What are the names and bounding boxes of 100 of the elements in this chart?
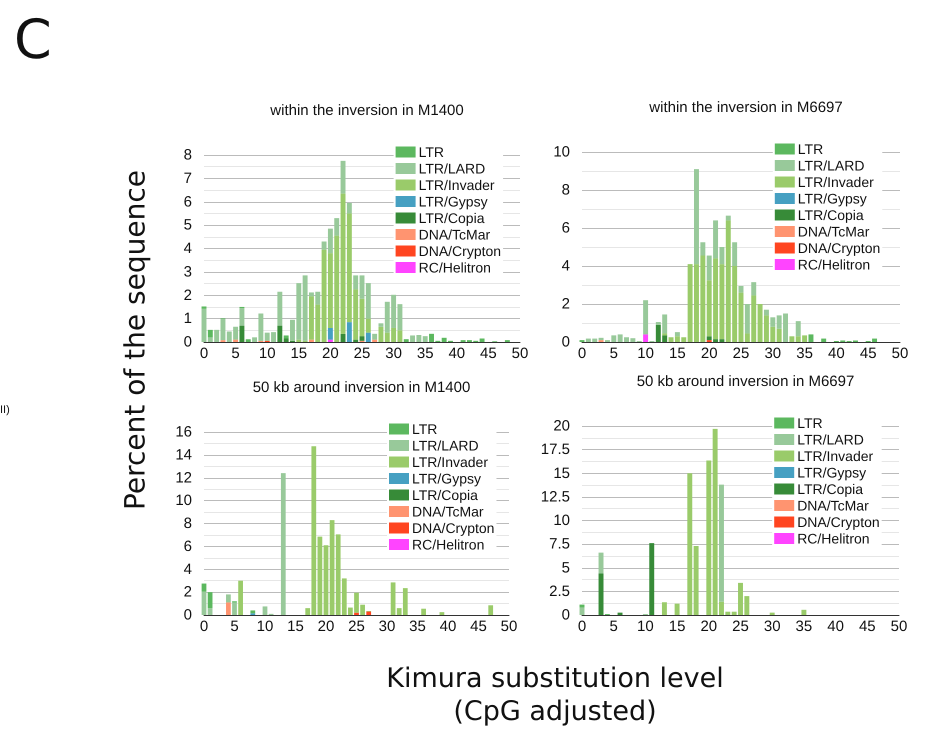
legend-label: DNA/TcMar bbox=[797, 498, 870, 514]
bar bbox=[238, 580, 243, 615]
bar bbox=[649, 543, 654, 615]
bar bbox=[239, 308, 244, 326]
bar bbox=[662, 602, 667, 615]
bar bbox=[366, 612, 372, 615]
bar bbox=[738, 286, 744, 293]
x-tick-label: 0 bbox=[578, 345, 586, 362]
bar bbox=[821, 338, 826, 342]
y-tick-label: 2 bbox=[184, 584, 192, 601]
y-tick-label: 8 bbox=[184, 146, 192, 164]
x-tick-label: 35 bbox=[796, 345, 813, 362]
legend-label: LTR bbox=[412, 421, 438, 437]
bar bbox=[719, 484, 724, 602]
legend-label: LTR/Invader bbox=[798, 174, 874, 190]
x-tick-label: 0 bbox=[578, 618, 586, 635]
y-tick-label: 0 bbox=[184, 606, 192, 624]
y-tick-label: 6 bbox=[562, 220, 570, 236]
bar bbox=[340, 160, 346, 194]
y-tick-label: 7.5 bbox=[549, 536, 570, 553]
bar bbox=[643, 300, 648, 334]
bar bbox=[421, 608, 426, 615]
bar bbox=[744, 304, 750, 334]
bar bbox=[277, 292, 282, 326]
legend-label: LTR/Gypsy bbox=[797, 464, 866, 480]
legend-label: LTR/Gypsy bbox=[412, 470, 481, 486]
legend-label: LTR/Invader bbox=[418, 177, 495, 193]
x-tick-label: 30 bbox=[378, 618, 396, 635]
x-tick-label: 15 bbox=[287, 618, 304, 635]
y-tick-label: 20 bbox=[553, 418, 570, 434]
y-tick-label: 6 bbox=[184, 193, 192, 210]
x-tick-label: 45 bbox=[470, 618, 487, 635]
bar bbox=[488, 605, 494, 615]
bar bbox=[202, 306, 206, 309]
bar bbox=[208, 330, 213, 338]
y-tick-label: 1 bbox=[184, 310, 192, 328]
legend-label: LTR/LARD bbox=[797, 432, 864, 448]
legend-label: DNA/Crypton bbox=[798, 240, 880, 256]
x-tick-label: 15 bbox=[290, 345, 308, 362]
x-tick-label: 0 bbox=[200, 618, 208, 635]
y-tick-label: 2.5 bbox=[549, 582, 570, 600]
bar bbox=[732, 242, 738, 266]
bar bbox=[796, 321, 801, 336]
bar bbox=[232, 602, 237, 615]
x-tick-label: 20 bbox=[700, 345, 718, 362]
bar bbox=[440, 612, 444, 615]
bar bbox=[580, 607, 584, 615]
legend-label: RC/Helitron bbox=[412, 536, 484, 552]
x-tick-label: 10 bbox=[637, 345, 654, 362]
y-tick-label: 0 bbox=[562, 606, 570, 624]
x-tick-label: 25 bbox=[732, 618, 749, 635]
chart-title: 50 kb around inversion in M6697 bbox=[636, 373, 854, 390]
x-tick-label: 45 bbox=[860, 345, 877, 362]
bar bbox=[726, 216, 731, 220]
bar bbox=[226, 594, 231, 602]
x-tick-label: 5 bbox=[230, 618, 239, 635]
x-tick-label: 10 bbox=[637, 618, 654, 635]
legend-label: LTR/Copia bbox=[412, 487, 478, 503]
x-tick-label: 25 bbox=[354, 345, 370, 362]
y-tick-label: 0 bbox=[562, 334, 570, 350]
x-tick-label: 20 bbox=[318, 618, 334, 635]
x-tick-label: 30 bbox=[764, 345, 782, 362]
x-tick-label: 50 bbox=[512, 345, 528, 362]
legend-label: LTR bbox=[418, 144, 444, 160]
bar bbox=[801, 610, 806, 615]
y-tick-label: 16 bbox=[175, 424, 192, 440]
x-tick-label: 40 bbox=[448, 345, 466, 362]
bar bbox=[372, 334, 378, 340]
legend-label: RC/Helitron bbox=[797, 530, 870, 546]
x-tick-label: 25 bbox=[348, 618, 365, 635]
x-tick-label: 5 bbox=[610, 345, 618, 362]
x-tick-label: 30 bbox=[764, 618, 781, 635]
x-tick-label: 35 bbox=[796, 618, 812, 635]
legend-label: LTR/LARD bbox=[412, 438, 479, 454]
bar bbox=[246, 339, 251, 342]
y-axis-title: Percent of the sequence bbox=[118, 170, 152, 510]
x-tick-label: 40 bbox=[827, 618, 844, 635]
bar bbox=[674, 332, 680, 336]
bar bbox=[202, 584, 206, 592]
bar bbox=[751, 282, 756, 296]
y-tick-label: 4 bbox=[184, 240, 192, 257]
bar bbox=[328, 328, 333, 340]
x-tick-label: 20 bbox=[322, 345, 339, 362]
text: II) bbox=[0, 404, 10, 416]
y-tick-label: 17.5 bbox=[540, 441, 570, 458]
y-tick-label: 2 bbox=[562, 296, 570, 312]
y-tick-label: 8 bbox=[184, 515, 192, 532]
y-tick-label: 8 bbox=[562, 182, 570, 198]
x-tick-label: 45 bbox=[858, 618, 876, 635]
legend-label: LTR/LARD bbox=[798, 158, 864, 174]
legend-label: LTR/Gypsy bbox=[798, 190, 867, 206]
x-tick-label: 40 bbox=[828, 345, 845, 362]
bar bbox=[284, 335, 289, 338]
x-tick-label: 5 bbox=[231, 345, 240, 362]
legend-label: LTR/Copia bbox=[418, 210, 485, 226]
bar bbox=[643, 334, 648, 342]
x-tick-label: 50 bbox=[890, 618, 908, 635]
legend-label: LTR/LARD bbox=[418, 160, 486, 176]
legend-label: DNA/TcMar bbox=[412, 504, 484, 520]
bar bbox=[808, 334, 814, 342]
